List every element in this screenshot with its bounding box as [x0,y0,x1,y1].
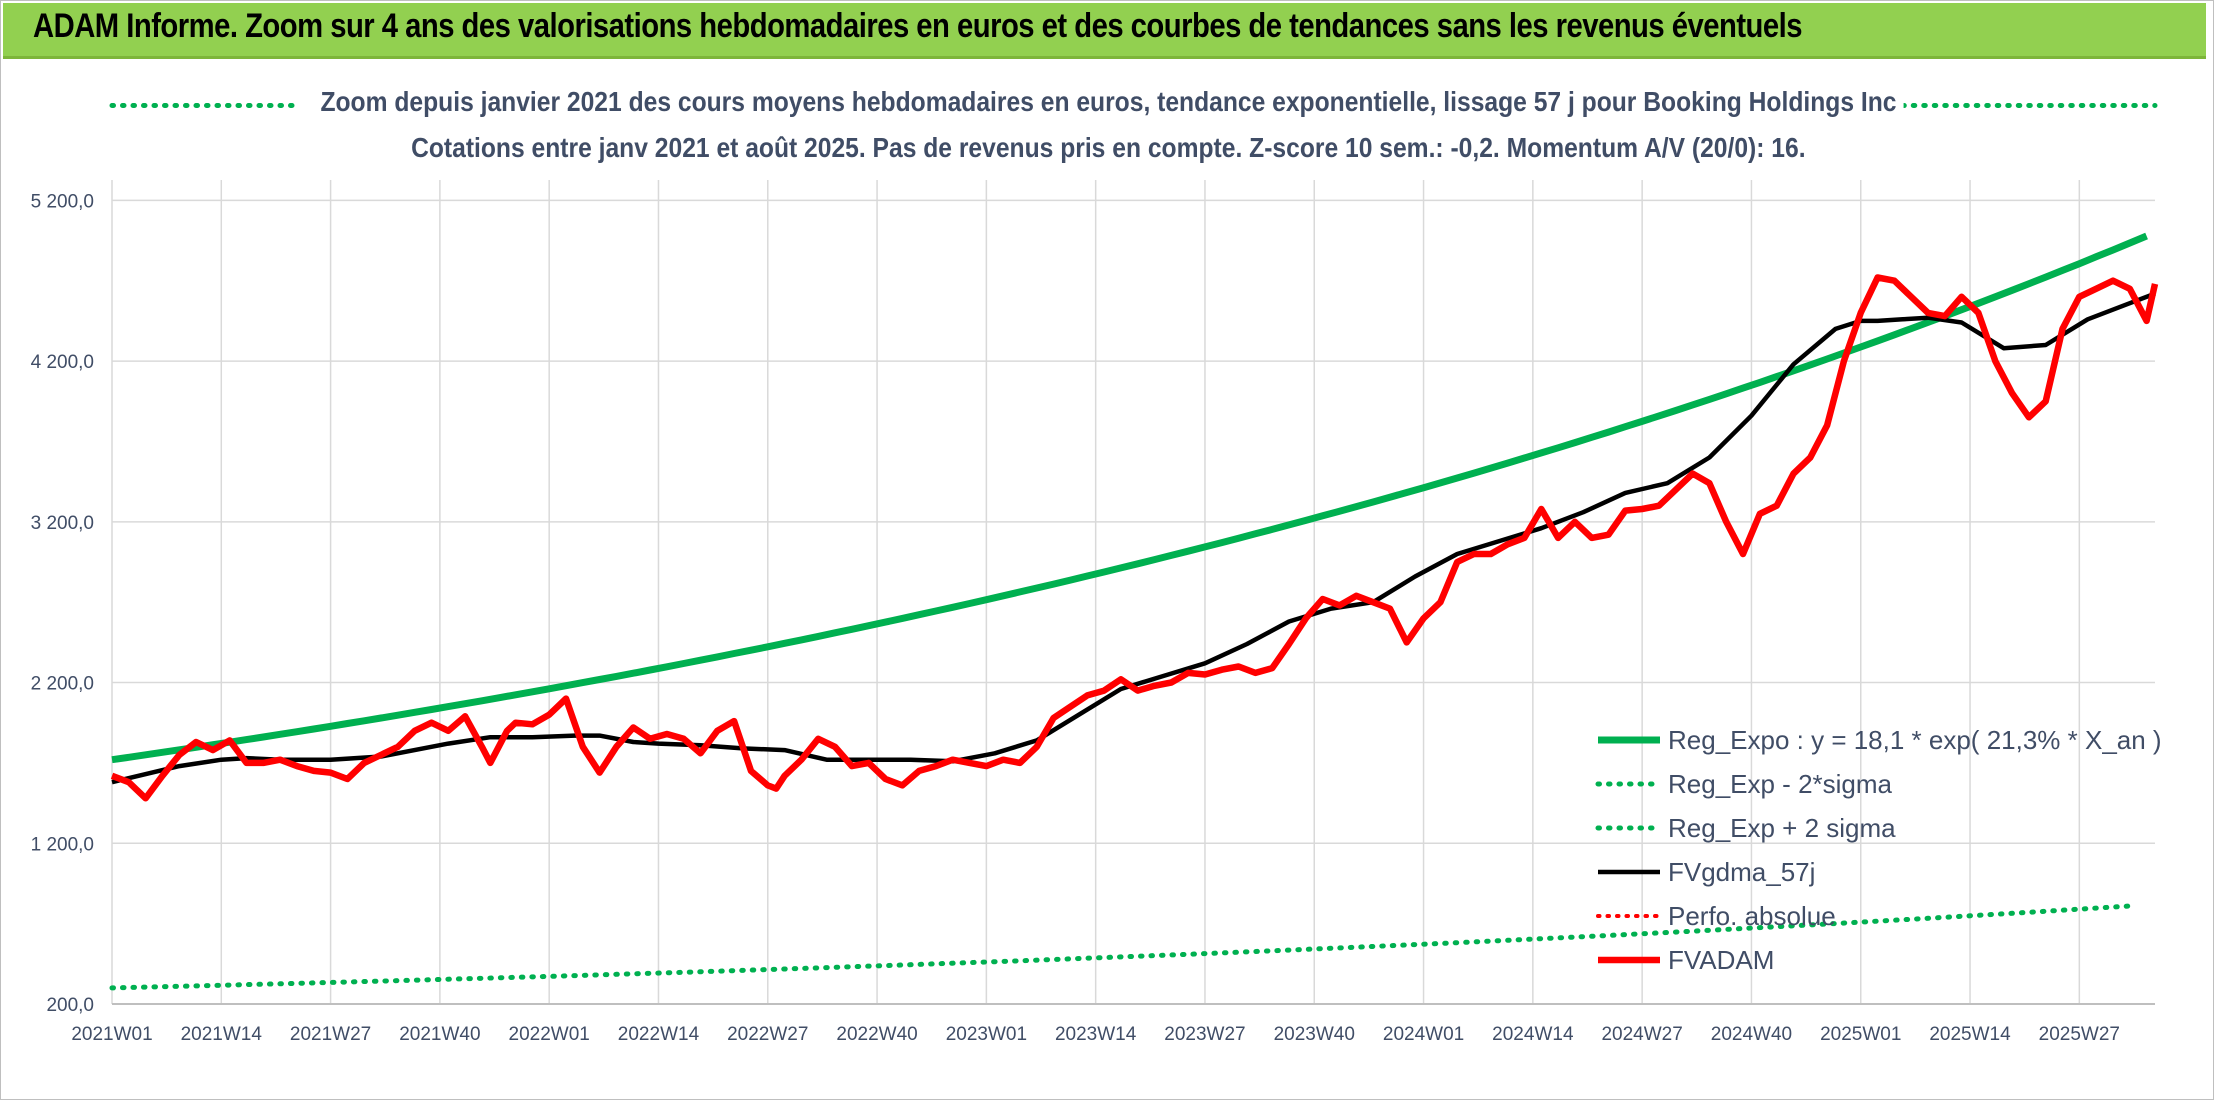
y-tick-label: 200,0 [46,995,94,1016]
x-tick-label: 2021W27 [290,1024,371,1045]
y-tick-label: 1 200,0 [31,834,94,855]
chart-legend: Reg_Expo : y = 18,1 * exp( 21,3% * X_an … [1595,725,2162,975]
x-tick-label: 2025W27 [2039,1024,2120,1045]
x-tick-label: 2024W40 [1711,1024,1792,1045]
x-tick-label: 2023W14 [1055,1024,1137,1045]
x-tick-label: 2024W01 [1383,1024,1464,1045]
series-line [111,291,2156,785]
legend-label: Reg_Exp - 2*sigma [1668,769,1893,799]
series-line [110,274,2159,802]
y-tick-label: 3 200,0 [31,513,94,534]
x-tick-label: 2022W27 [727,1024,808,1045]
chart-title-line-2: Cotations entre janv 2021 et août 2025. … [0,132,2216,164]
legend-label: Reg_Expo : y = 18,1 * exp( 21,3% * X_an … [1668,725,2162,755]
legend-label: FVADAM [1668,945,1774,975]
x-tick-label: 2023W40 [1274,1024,1355,1045]
x-tick-label: 2022W40 [836,1024,917,1045]
x-tick-label: 2021W40 [399,1024,480,1045]
x-tick-label: 2024W14 [1492,1024,1574,1045]
y-tick-label: 4 200,0 [31,352,94,373]
report-title: ADAM Informe. Zoom sur 4 ans des valoris… [33,7,1803,45]
y-axis-ticks: 200,0 1 200,0 2 200,0 3 200,0 4 200,0 5 200,0 [31,191,94,1016]
x-tick-label: 2025W14 [1929,1024,2011,1045]
legend-label: FVgdma_57j [1668,857,1815,887]
x-tick-label: 2024W27 [1601,1024,1682,1045]
chart-title-line-1: Zoom depuis janvier 2021 des cours moyen… [0,86,2216,118]
report-header: ADAM Informe. Zoom sur 4 ans des valoris… [3,3,2206,59]
y-tick-label: 2 200,0 [31,674,94,695]
legend-label: Perfo. absolue [1668,901,1836,931]
x-tick-label: 2022W14 [618,1024,700,1045]
grid-lines [111,180,2155,1005]
series-line [111,232,2148,764]
series-lines [109,103,2159,991]
x-tick-label: 2023W01 [946,1024,1027,1045]
x-tick-label: 2022W01 [509,1024,590,1045]
x-tick-label: 2021W14 [181,1024,263,1045]
legend-label: Reg_Exp + 2 sigma [1668,813,1896,843]
x-axis-ticks: 2021W01 2021W14 2021W27 2021W40 2022W01 2022W… [71,1024,2120,1045]
y-tick-label: 5 200,0 [31,191,94,212]
x-tick-label: 2025W01 [1820,1024,1901,1045]
x-tick-label: 2023W27 [1164,1024,1245,1045]
x-tick-label: 2021W01 [71,1024,152,1045]
series-line [109,903,2133,991]
